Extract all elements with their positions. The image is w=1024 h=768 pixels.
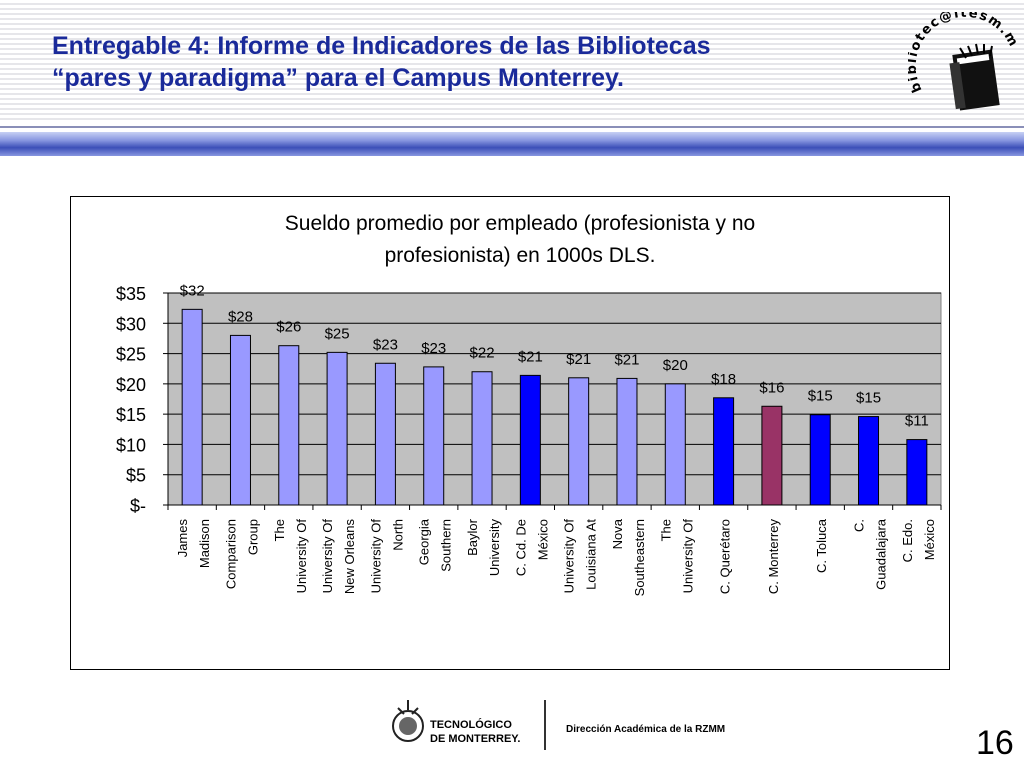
bar xyxy=(423,366,445,506)
chart-title-line1: Sueldo promedio por empleado (profesioni… xyxy=(284,212,756,235)
y-tick-label: $- xyxy=(130,496,146,516)
x-category-label: University Of xyxy=(294,519,309,594)
x-category-label: México xyxy=(922,519,937,560)
bar xyxy=(713,397,735,506)
bar-value-label: $23 xyxy=(373,336,398,353)
bar-value-label: $25 xyxy=(325,325,350,342)
bar-value-label: $15 xyxy=(808,388,833,405)
x-category-label: Guadalajara xyxy=(874,518,889,590)
bar xyxy=(568,377,590,506)
bar xyxy=(664,383,686,506)
x-category-label: C. xyxy=(852,519,867,532)
bar-value-label: $32 xyxy=(180,282,205,299)
x-category-label: Comparison xyxy=(223,519,238,589)
bar-value-label: $11 xyxy=(905,413,929,430)
bar xyxy=(761,405,783,506)
x-category-label: University xyxy=(487,519,502,577)
x-category-label: North xyxy=(390,519,405,551)
header-rule xyxy=(0,126,1024,128)
bar xyxy=(326,351,348,506)
bar-value-label: $18 xyxy=(711,371,736,388)
footer-institution-line2: DE MONTERREY. xyxy=(430,733,520,745)
x-category-label: The xyxy=(658,519,673,541)
x-category-label: Group xyxy=(245,519,260,555)
bar-value-label: $21 xyxy=(614,351,639,368)
x-category-label: C. Toluca xyxy=(814,518,829,573)
header-band xyxy=(0,0,1024,120)
x-category-label: C. Edo. xyxy=(900,519,915,562)
x-category-label: The xyxy=(272,519,287,541)
y-tick-label: $25 xyxy=(116,345,146,365)
chart-title-line2: profesionista) en 1000s DLS. xyxy=(384,244,656,267)
bar xyxy=(616,377,638,506)
x-category-label: Georgia xyxy=(417,518,432,565)
footer-divider xyxy=(544,700,546,750)
bar xyxy=(519,374,541,506)
y-tick-label: $35 xyxy=(116,284,146,304)
bar xyxy=(229,334,251,506)
x-category-label: University Of xyxy=(368,519,383,594)
bar xyxy=(278,345,300,506)
bar-value-label: $28 xyxy=(228,308,253,325)
x-category-label: México xyxy=(535,519,550,560)
x-category-label: University Of xyxy=(320,519,335,594)
x-category-label: University Of xyxy=(680,519,695,594)
bar-value-label: $20 xyxy=(663,357,688,374)
x-category-label: C. Querétaro xyxy=(718,519,733,594)
tec-seal-icon xyxy=(392,700,424,742)
bar-value-label: $15 xyxy=(856,390,881,407)
y-tick-label: $15 xyxy=(116,405,146,425)
footer-institution-line1: TECNOLÓGICO xyxy=(430,718,512,731)
bar-value-label: $23 xyxy=(421,340,446,357)
chart-title: Sueldo promedio por empleado (profesioni… xyxy=(196,208,844,272)
bar xyxy=(809,414,831,506)
x-category-label: Baylor xyxy=(465,518,480,556)
bar-value-label: $16 xyxy=(759,379,784,396)
x-category-label: University Of xyxy=(562,519,577,594)
tec-monterrey-logo: TECNOLÓGICO DE MONTERREY. xyxy=(392,700,520,745)
y-tick-label: $10 xyxy=(116,435,146,455)
slide-title-line1: Entregable 4: Informe de Indicadores de … xyxy=(52,32,711,60)
bar xyxy=(181,308,203,506)
bar xyxy=(471,371,493,506)
y-tick-label: $5 xyxy=(126,466,146,486)
bar-value-label: $22 xyxy=(470,345,495,362)
y-tick-label: $20 xyxy=(116,375,146,395)
slide-title-line2: “pares y paradigma” para el Campus Monte… xyxy=(52,64,624,92)
bar-value-label: $26 xyxy=(276,319,301,336)
x-category-label: New Orleans xyxy=(342,519,357,595)
x-category-label: Southeastern xyxy=(632,519,647,596)
bar-value-label: $21 xyxy=(518,348,543,365)
x-category-label: James xyxy=(175,519,190,558)
biblioteca-logo: bibliotec@itesm.mx xyxy=(908,12,1016,111)
bar xyxy=(374,362,396,506)
bar xyxy=(906,439,928,506)
x-category-label: Southern xyxy=(439,519,454,572)
slide-title: Entregable 4: Informe de Indicadores de … xyxy=(52,30,872,94)
book-icon xyxy=(949,43,1000,111)
bar xyxy=(858,416,880,506)
page-number: 16 xyxy=(976,724,1014,762)
x-category-label: C. Monterrey xyxy=(766,519,781,595)
x-category-label: C. Cd. De xyxy=(513,519,528,576)
header-blue-bar xyxy=(0,132,1024,156)
x-category-label: Madison xyxy=(197,519,212,568)
x-category-label: Nova xyxy=(610,518,625,549)
y-tick-label: $30 xyxy=(116,314,146,334)
x-category-label: Louisiana At xyxy=(584,519,599,590)
footer-department: Dirección Académica de la RZMM xyxy=(566,724,726,735)
bar-value-label: $21 xyxy=(566,351,591,368)
